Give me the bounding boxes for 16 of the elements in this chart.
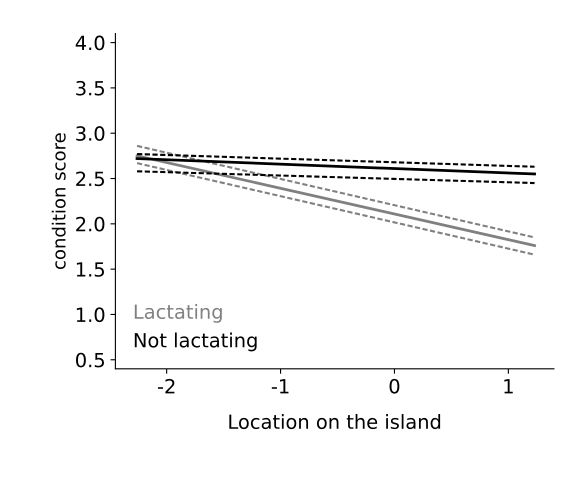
y-axis-title: condition score — [52, 133, 66, 270]
y-tick-label: 0.5 — [76, 352, 104, 368]
y-tick-label: 3.5 — [76, 80, 104, 96]
x-tick-label: 0 — [390, 378, 400, 394]
y-tick-label: 4.0 — [76, 36, 104, 50]
text: Not lactating — [134, 332, 257, 352]
text: Lactating — [134, 304, 222, 323]
x-axis-title: Location on the island — [229, 414, 440, 430]
x-tick-label: -2 — [158, 378, 174, 394]
y-tick-label: 2.5 — [76, 171, 104, 186]
y-tick-label: 2.0 — [76, 216, 104, 232]
x-tick-label: 1 — [504, 379, 513, 394]
x-tick-label: -1 — [272, 379, 288, 394]
y-tick-label: 3.0 — [76, 126, 104, 141]
y-tick-label: 1.0 — [76, 307, 104, 322]
y-tick-label: 1.5 — [76, 262, 104, 277]
